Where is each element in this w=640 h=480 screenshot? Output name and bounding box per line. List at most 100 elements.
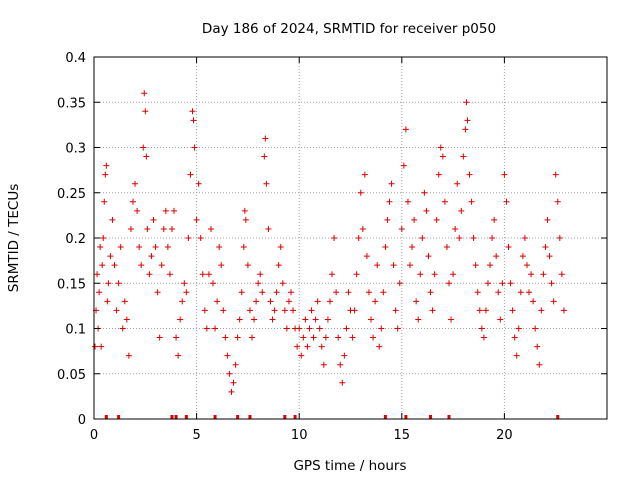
data-point [322, 334, 329, 341]
data-point [456, 235, 463, 241]
data-point [141, 90, 148, 97]
data-point [312, 316, 319, 323]
data-point [526, 289, 533, 296]
data-point [443, 244, 450, 251]
data-point [534, 343, 541, 350]
data-point [281, 307, 288, 314]
data-point [158, 262, 165, 269]
data-point [201, 307, 208, 314]
data-point [386, 198, 393, 205]
data-point [306, 325, 313, 332]
data-point [290, 307, 297, 314]
data-point [185, 235, 192, 241]
data-point [460, 153, 467, 160]
data-point [105, 280, 112, 287]
data-point [123, 316, 130, 323]
data-point [378, 325, 385, 332]
data-point [142, 108, 149, 115]
data-point [187, 171, 194, 178]
data-point [503, 198, 510, 205]
data-point [329, 271, 336, 278]
data-point [493, 253, 500, 260]
data-point [164, 244, 171, 251]
data-point [513, 352, 520, 359]
data-point [560, 307, 567, 314]
data-point [115, 280, 122, 287]
data-point [240, 244, 247, 251]
data-point [210, 280, 217, 287]
y-tick-label: 0.15 [57, 277, 86, 292]
data-point [384, 216, 391, 223]
data-point [253, 298, 260, 305]
data-point [372, 298, 379, 305]
data-point [143, 153, 150, 160]
x-tick-label: 5 [192, 428, 200, 443]
data-point [497, 316, 504, 323]
data-point [421, 189, 428, 196]
x-tick-label: 0 [90, 428, 98, 443]
axis-ticks: 0 0.05 0.1 0.15 0.2 0.25 0.3 0.35 0.4 0 5 10 15 20 [57, 51, 607, 443]
data-point [98, 343, 105, 350]
data-point [193, 216, 200, 223]
data-point [341, 352, 348, 359]
data-point [396, 280, 403, 287]
data-point [316, 325, 323, 332]
data-point [550, 298, 557, 305]
data-point [464, 117, 471, 124]
data-point [154, 289, 161, 296]
x-tick-label: 10 [291, 428, 308, 443]
data-point [148, 253, 155, 260]
data-point [452, 225, 459, 232]
data-point [271, 307, 278, 314]
data-point [540, 271, 547, 278]
data-point [517, 289, 524, 296]
data-point [326, 298, 333, 305]
data-point [370, 334, 377, 341]
data-point [532, 325, 539, 332]
data-point [528, 271, 535, 278]
data-point [125, 352, 132, 359]
data-point [351, 307, 358, 314]
data-point [251, 316, 258, 323]
data-point [262, 135, 269, 142]
data-point [226, 370, 233, 377]
data-point [132, 180, 139, 187]
data-point [100, 235, 107, 241]
data-point [175, 352, 182, 359]
data-point [117, 244, 124, 251]
data-point [224, 352, 231, 359]
data-point [220, 307, 227, 314]
data-point [368, 316, 375, 323]
data-point [275, 262, 282, 269]
data-point [136, 244, 143, 251]
data-point [359, 225, 366, 232]
data-point [427, 289, 434, 296]
data-point [509, 307, 516, 314]
data-point [435, 171, 442, 178]
data-point [392, 307, 399, 314]
data-point [530, 298, 537, 305]
data-point [501, 171, 508, 178]
data-point [195, 180, 202, 187]
data-point [269, 316, 276, 323]
data-point [244, 262, 251, 269]
data-point [261, 153, 268, 160]
y-tick-label: 0 [78, 413, 86, 428]
y-tick-label: 0.35 [57, 96, 86, 111]
data-point [285, 298, 292, 305]
data-point [331, 235, 338, 241]
y-tick-label: 0.1 [65, 323, 86, 338]
data-point [499, 280, 506, 287]
data-point [230, 379, 237, 386]
data-point [190, 117, 197, 124]
data-point [431, 271, 438, 278]
data-point [337, 361, 344, 368]
data-point [433, 216, 440, 223]
data-point [343, 325, 350, 332]
data-point [380, 289, 387, 296]
data-point [207, 225, 214, 232]
data-point [103, 162, 110, 169]
data-point [197, 235, 204, 241]
data-point [491, 216, 498, 223]
data-point [558, 271, 565, 278]
